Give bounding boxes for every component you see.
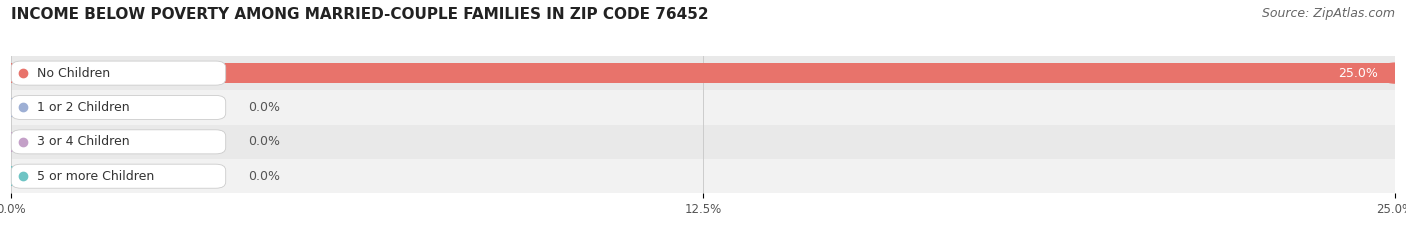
Text: 3 or 4 Children: 3 or 4 Children [37, 135, 129, 148]
Text: 0.0%: 0.0% [247, 101, 280, 114]
FancyBboxPatch shape [11, 61, 226, 85]
Text: INCOME BELOW POVERTY AMONG MARRIED-COUPLE FAMILIES IN ZIP CODE 76452: INCOME BELOW POVERTY AMONG MARRIED-COUPL… [11, 7, 709, 22]
Text: Source: ZipAtlas.com: Source: ZipAtlas.com [1261, 7, 1395, 20]
Text: 1 or 2 Children: 1 or 2 Children [37, 101, 129, 114]
FancyBboxPatch shape [11, 164, 226, 188]
Bar [11, 132, 97, 152]
Bar [11, 97, 97, 117]
Bar [11, 56, 1395, 90]
Circle shape [1379, 63, 1406, 83]
Text: 5 or more Children: 5 or more Children [37, 170, 155, 183]
Bar [11, 63, 1395, 83]
Text: No Children: No Children [37, 67, 110, 80]
Text: 25.0%: 25.0% [1339, 67, 1378, 80]
Bar [11, 90, 1395, 125]
Bar [11, 159, 1395, 193]
Text: 0.0%: 0.0% [247, 170, 280, 183]
Bar [11, 166, 97, 186]
Text: 0.0%: 0.0% [247, 135, 280, 148]
Bar [11, 125, 1395, 159]
FancyBboxPatch shape [11, 130, 226, 154]
FancyBboxPatch shape [11, 96, 226, 120]
